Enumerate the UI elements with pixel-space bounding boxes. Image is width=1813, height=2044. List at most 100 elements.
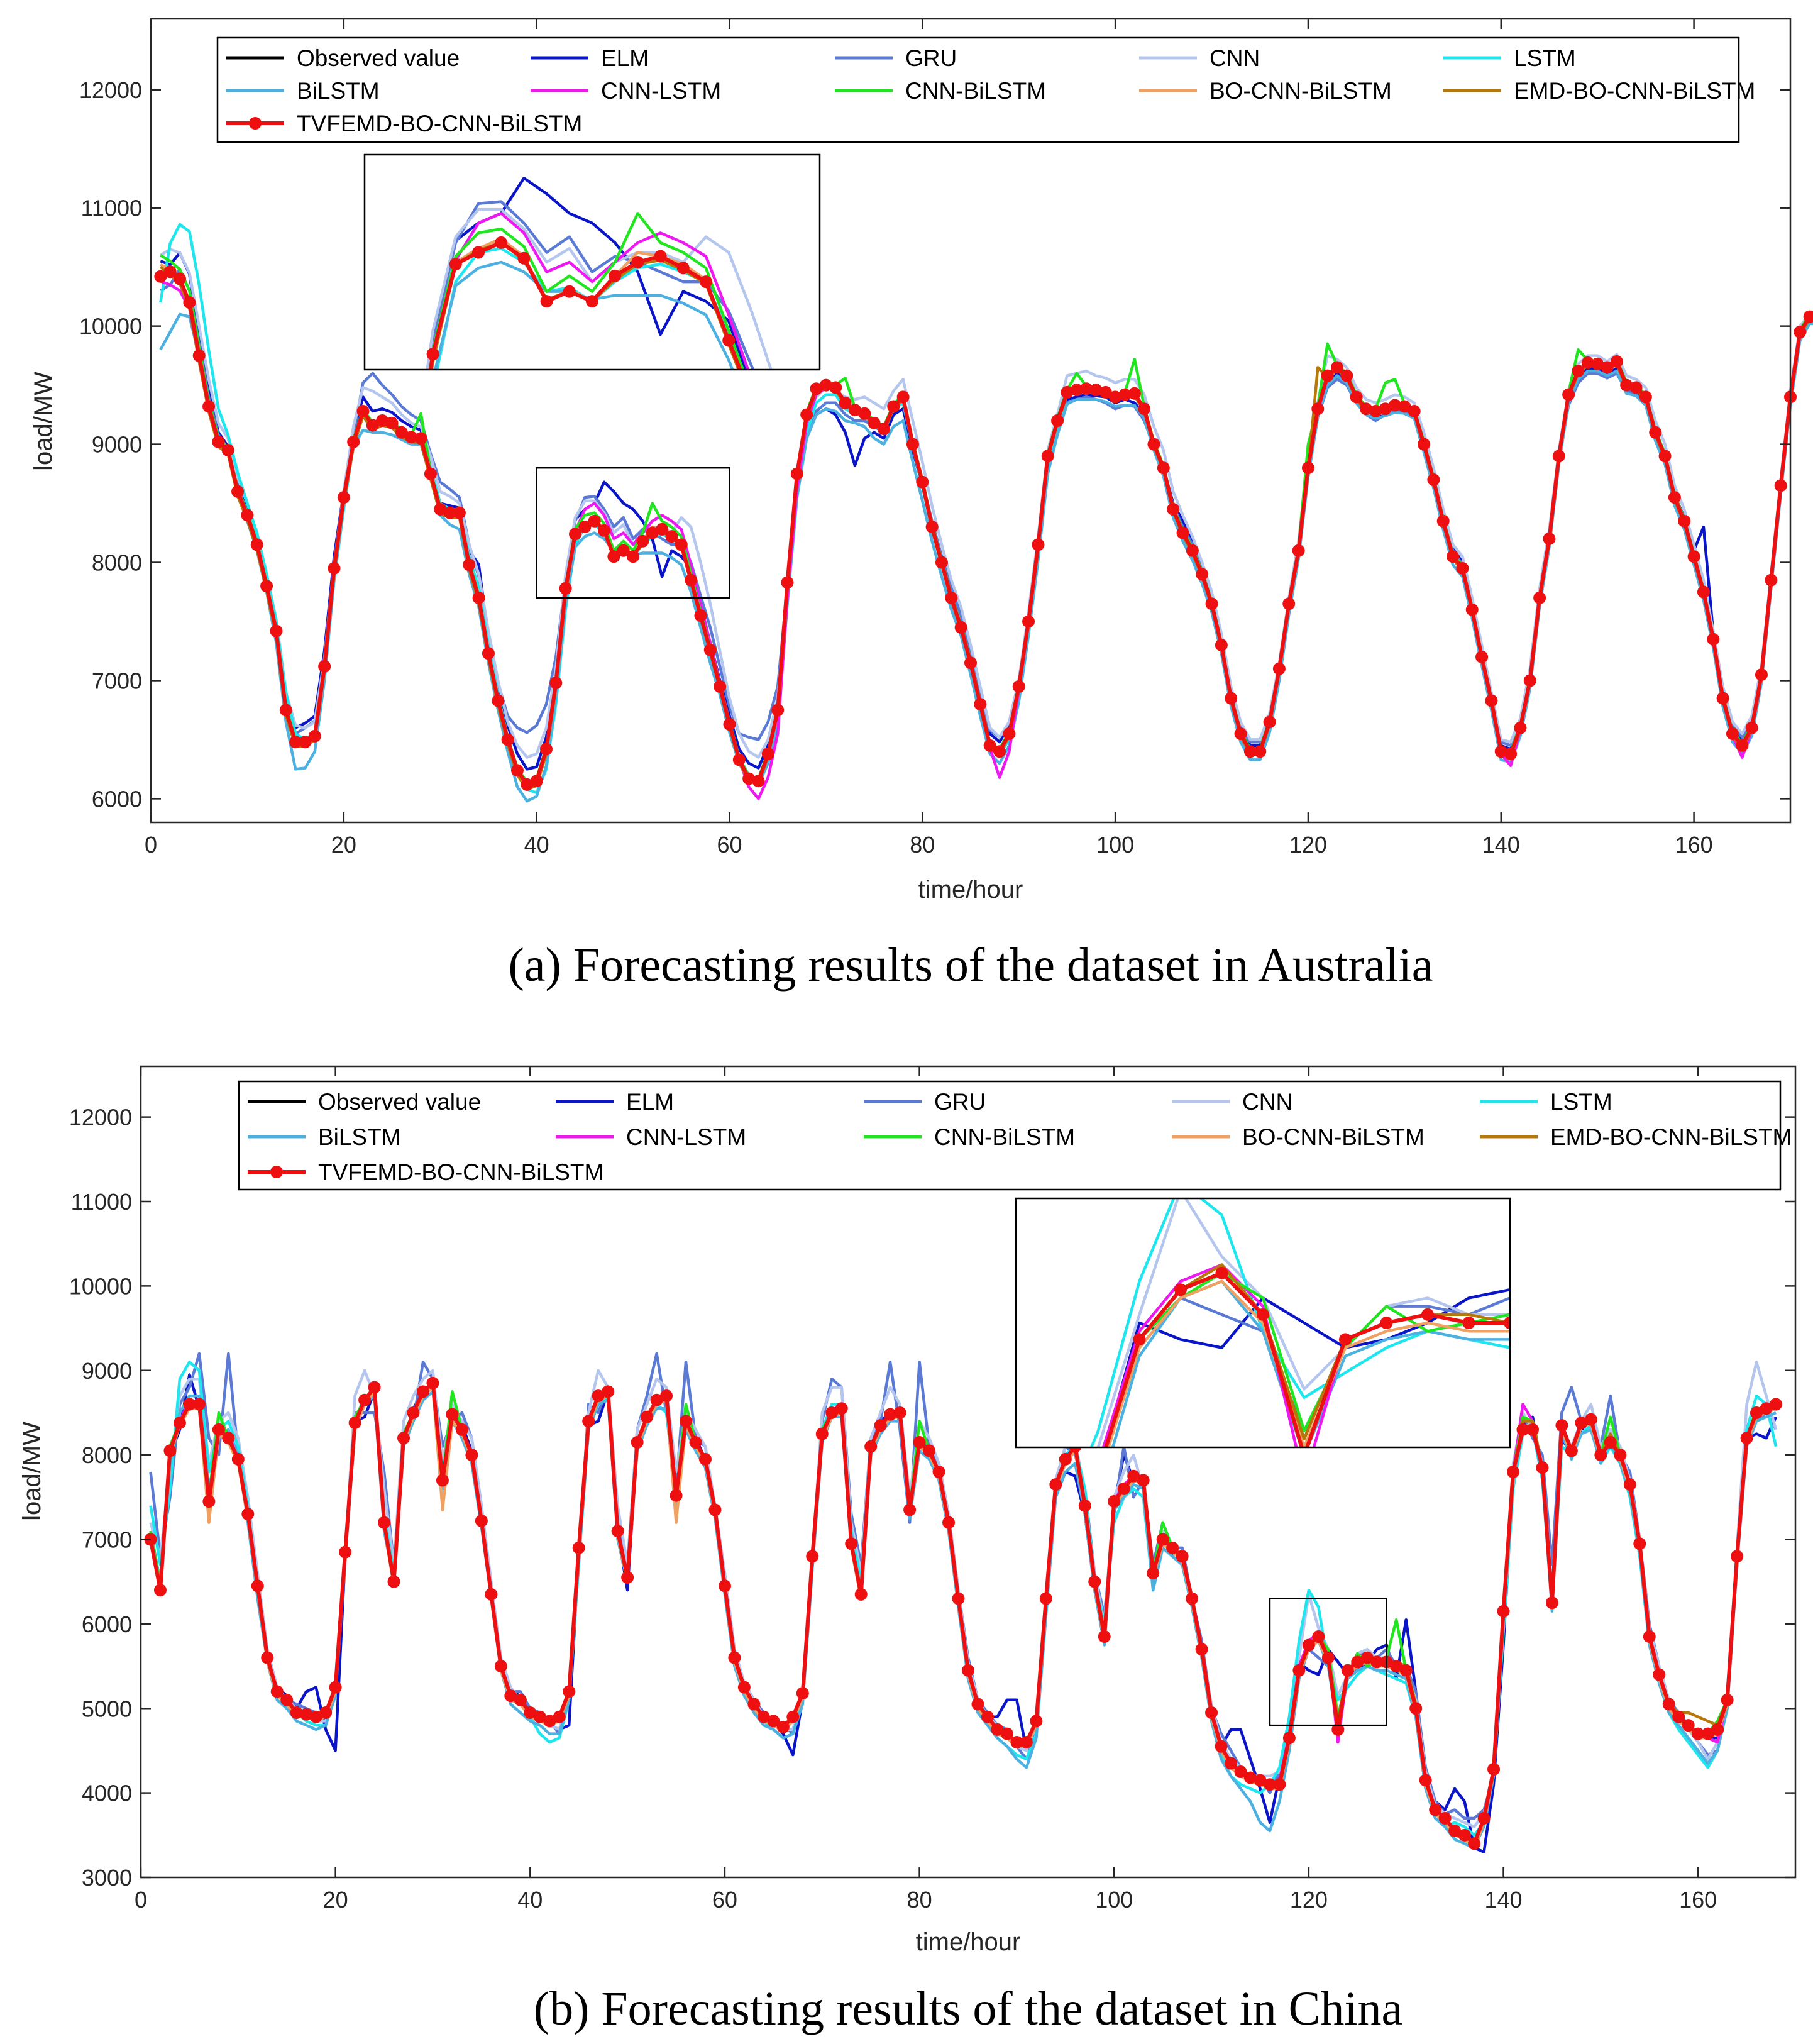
data-point <box>954 621 967 634</box>
data-point <box>1369 404 1382 417</box>
data-point <box>1639 390 1652 404</box>
series-line-cnn-bilstm <box>428 212 745 370</box>
data-point <box>463 558 476 572</box>
legend-item-cnn-lstm: CNN-LSTM <box>556 1124 746 1150</box>
data-point <box>676 262 690 275</box>
data-point <box>1711 1723 1724 1736</box>
data-point <box>1572 365 1585 378</box>
data-point <box>747 1698 761 1711</box>
data-point <box>1176 1550 1189 1563</box>
data-point <box>810 382 823 395</box>
data-point <box>887 400 900 413</box>
data-point <box>1041 450 1054 463</box>
data-point <box>397 1432 411 1445</box>
legend-item-cnn-bilstm: CNN-BiLSTM <box>835 78 1046 104</box>
australia-inset <box>363 153 821 626</box>
data-point <box>1088 1575 1101 1588</box>
data-point <box>366 419 379 432</box>
data-point <box>1360 1651 1374 1664</box>
data-point <box>993 745 1006 758</box>
data-point <box>1282 597 1296 610</box>
data-point <box>896 390 910 404</box>
data-point <box>426 348 439 361</box>
data-point <box>1243 1771 1257 1784</box>
data-point <box>906 438 919 451</box>
data-point <box>1389 399 1402 412</box>
data-point <box>241 1508 255 1521</box>
data-point <box>1137 1474 1150 1487</box>
data-point <box>1594 1449 1607 1462</box>
data-point <box>767 1715 780 1728</box>
legend-item-bilstm: BiLSTM <box>248 1124 401 1150</box>
data-point <box>1257 1308 1269 1321</box>
data-point <box>1186 544 1199 557</box>
data-point <box>1022 615 1035 628</box>
data-point <box>347 435 360 448</box>
data-point <box>1321 1651 1335 1664</box>
series-line-cnn-bilstm <box>1104 1271 1510 1447</box>
data-point <box>592 1389 605 1403</box>
data-point <box>1174 1283 1187 1296</box>
data-point <box>1485 694 1498 707</box>
china-series-lines <box>144 1352 1783 1853</box>
series-line-cnn-lstm <box>429 212 750 370</box>
data-point <box>416 1385 429 1398</box>
data-point <box>884 1408 897 1421</box>
data-point <box>745 393 758 406</box>
y-tick-label: 9000 <box>82 1358 132 1384</box>
inset-frame <box>1015 1197 1511 1449</box>
data-point <box>270 624 283 638</box>
y-tick-label: 10000 <box>79 314 142 340</box>
data-point <box>1716 692 1729 705</box>
data-point <box>1504 747 1518 760</box>
data-point <box>494 1660 507 1673</box>
data-point <box>771 704 785 717</box>
data-point <box>1321 369 1334 382</box>
x-tick-label: 40 <box>517 1887 543 1913</box>
legend-item-tvfemd-bo-cnn-bilstm: TVFEMD-BO-CNN-BiLSTM <box>226 111 582 136</box>
legend-label: CNN <box>1242 1089 1292 1115</box>
data-point <box>848 404 861 417</box>
data-point <box>1409 1702 1423 1715</box>
legend-item-cnn-bilstm: CNN-BiLSTM <box>864 1124 1075 1150</box>
data-point <box>443 506 456 519</box>
x-tick-label: 0 <box>135 1887 147 1913</box>
data-point <box>874 1419 887 1432</box>
data-point <box>1099 385 1112 399</box>
y-tick-label: 11000 <box>81 196 142 221</box>
data-point <box>241 509 254 522</box>
data-point <box>969 1549 981 1562</box>
data-point <box>1196 568 1209 581</box>
data-point <box>1156 1533 1169 1546</box>
x-tick-label: 60 <box>717 832 742 858</box>
x-tick-label: 20 <box>331 832 356 858</box>
data-point <box>289 736 302 749</box>
china-y-label: load/MW <box>18 1422 46 1521</box>
data-point <box>1601 361 1614 374</box>
data-point <box>1147 438 1160 451</box>
data-point <box>757 1710 770 1723</box>
data-point <box>381 614 394 626</box>
data-point <box>732 753 746 766</box>
data-point <box>1030 1715 1043 1728</box>
data-point <box>1575 1417 1588 1430</box>
x-tick-label: 120 <box>1290 1887 1328 1913</box>
australia-y-label: load/MW <box>30 372 57 471</box>
series-line-observed-value <box>149 1381 1777 1845</box>
data-point <box>449 258 462 271</box>
data-point <box>654 250 667 263</box>
data-point <box>279 704 292 717</box>
data-point <box>1678 514 1691 528</box>
data-point <box>646 526 659 539</box>
data-point <box>1408 404 1421 417</box>
data-point <box>1649 426 1662 439</box>
data-point <box>1109 390 1122 404</box>
data-point <box>1745 721 1758 734</box>
data-point <box>656 522 669 536</box>
data-point <box>173 1417 186 1430</box>
data-point <box>1215 1740 1228 1753</box>
legend-item-elm: ELM <box>556 1089 674 1115</box>
data-point <box>935 556 948 569</box>
data-point <box>1526 1423 1539 1436</box>
data-point <box>1051 1557 1064 1570</box>
